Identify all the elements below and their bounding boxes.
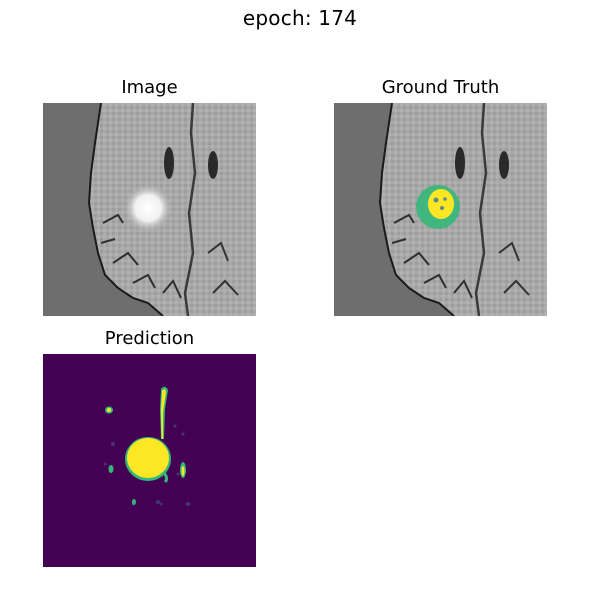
- prediction-mask-image: [43, 354, 256, 567]
- ground-truth-panel: [334, 103, 547, 316]
- image-panel-title: Image: [121, 77, 178, 98]
- figure-suptitle: epoch: 174: [242, 6, 358, 30]
- tumor-core-region: [428, 189, 454, 219]
- image-panel: [43, 103, 256, 316]
- prediction-panel: [43, 354, 256, 567]
- prediction-panel-title: Prediction: [104, 328, 195, 349]
- mri-image: [43, 103, 256, 316]
- ground-truth-panel-title: Ground Truth: [381, 77, 500, 98]
- ground-truth-overlay-image: [334, 103, 547, 316]
